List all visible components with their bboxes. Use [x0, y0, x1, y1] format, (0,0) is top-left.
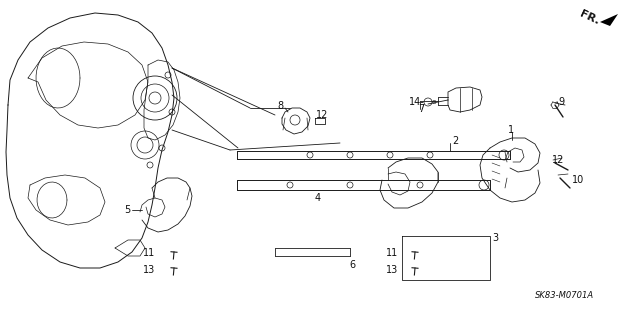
Text: 3: 3	[492, 233, 498, 243]
Text: 10: 10	[572, 175, 584, 185]
Text: 13: 13	[143, 265, 155, 275]
Text: e: e	[432, 99, 436, 105]
Text: SK83-M0701A: SK83-M0701A	[536, 291, 595, 300]
Text: 12: 12	[316, 110, 328, 120]
Text: 4: 4	[315, 193, 321, 203]
Text: 5: 5	[124, 205, 130, 215]
Text: 11: 11	[143, 248, 155, 258]
Polygon shape	[600, 14, 618, 26]
Text: 13: 13	[386, 265, 398, 275]
Text: FR.: FR.	[579, 9, 602, 27]
Text: 14-: 14-	[409, 97, 425, 107]
Text: 11: 11	[386, 248, 398, 258]
Text: 12: 12	[552, 155, 564, 165]
Text: 2: 2	[452, 136, 458, 146]
Text: 7: 7	[418, 104, 424, 114]
Text: 8: 8	[277, 101, 283, 111]
Text: 9: 9	[558, 97, 564, 107]
Text: 6: 6	[349, 260, 355, 270]
Text: 1: 1	[508, 125, 514, 135]
